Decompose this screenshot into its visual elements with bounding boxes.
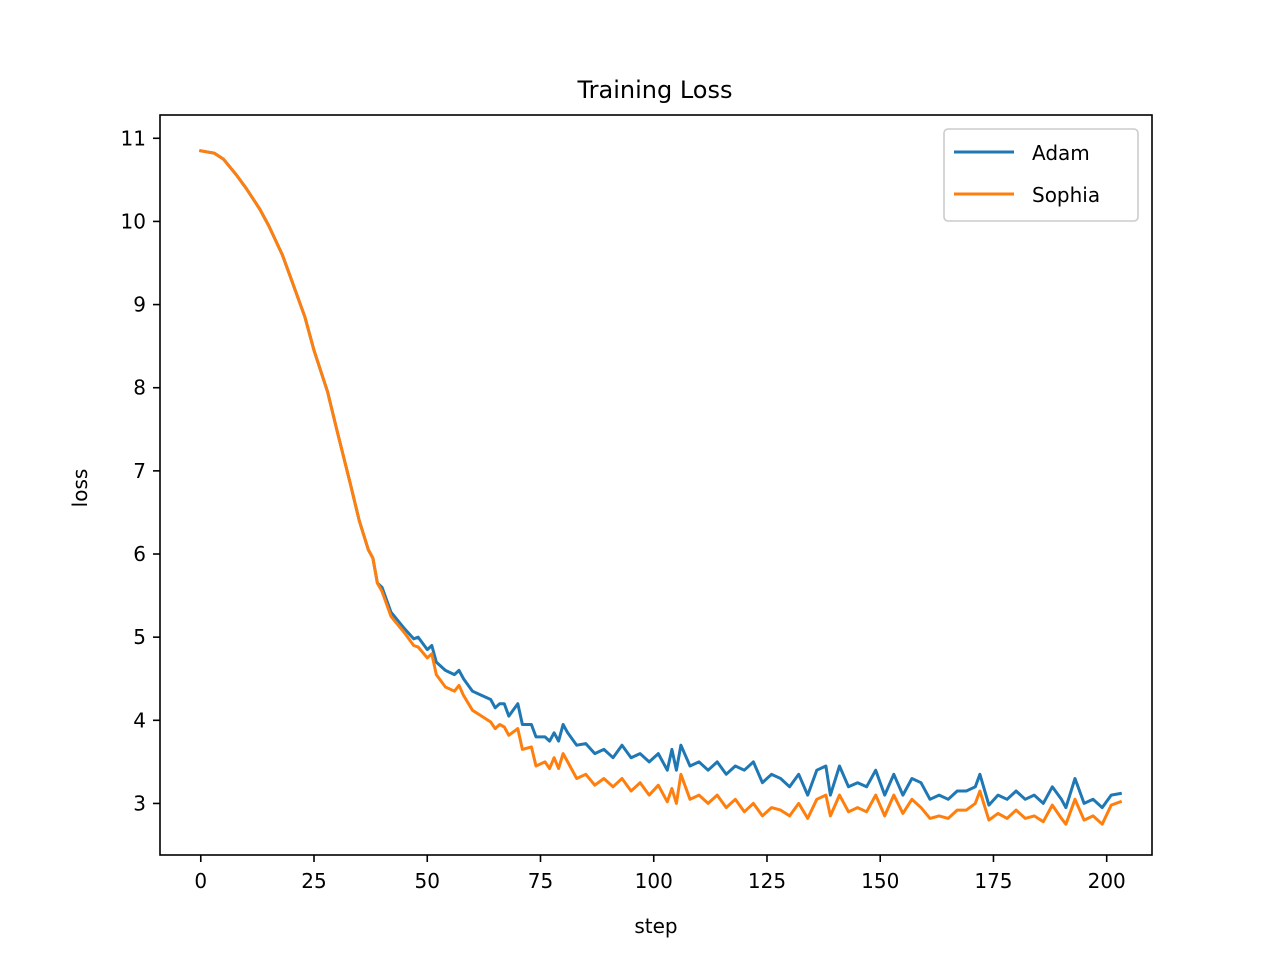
x-tick-label: 75 [528, 869, 553, 893]
y-tick-label: 5 [133, 625, 146, 649]
y-tick-label: 6 [133, 542, 146, 566]
x-tick-label: 100 [635, 869, 673, 893]
x-tick-label: 125 [748, 869, 786, 893]
y-tick-label: 4 [133, 708, 146, 732]
x-tick-label: 175 [974, 869, 1012, 893]
x-tick-label: 0 [194, 869, 207, 893]
legend-label-sophia: Sophia [1032, 183, 1100, 207]
plot-frame [159, 114, 1153, 856]
chart-title: Training Loss [577, 76, 733, 104]
y-tick-label: 7 [133, 459, 146, 483]
x-tick-label: 200 [1088, 869, 1126, 893]
x-axis: 0 25 50 75 100 125 150 175 200 [194, 855, 1126, 893]
series-line-sophia [199, 149, 1123, 826]
plot-area [199, 149, 1123, 826]
y-tick-label: 3 [133, 791, 146, 815]
x-tick-label: 150 [861, 869, 899, 893]
legend-label-adam: Adam [1032, 141, 1090, 165]
y-tick-label: 8 [133, 376, 146, 400]
x-tick-label: 25 [301, 869, 326, 893]
y-axis-label: loss [68, 469, 92, 508]
y-axis: 3 4 5 6 7 8 9 10 11 [121, 126, 160, 815]
legend: Adam Sophia [943, 128, 1139, 222]
x-axis-label: step [634, 914, 677, 938]
y-tick-label: 10 [121, 209, 146, 233]
y-tick-label: 11 [121, 126, 146, 150]
y-tick-label: 9 [133, 293, 146, 317]
x-tick-label: 50 [415, 869, 440, 893]
